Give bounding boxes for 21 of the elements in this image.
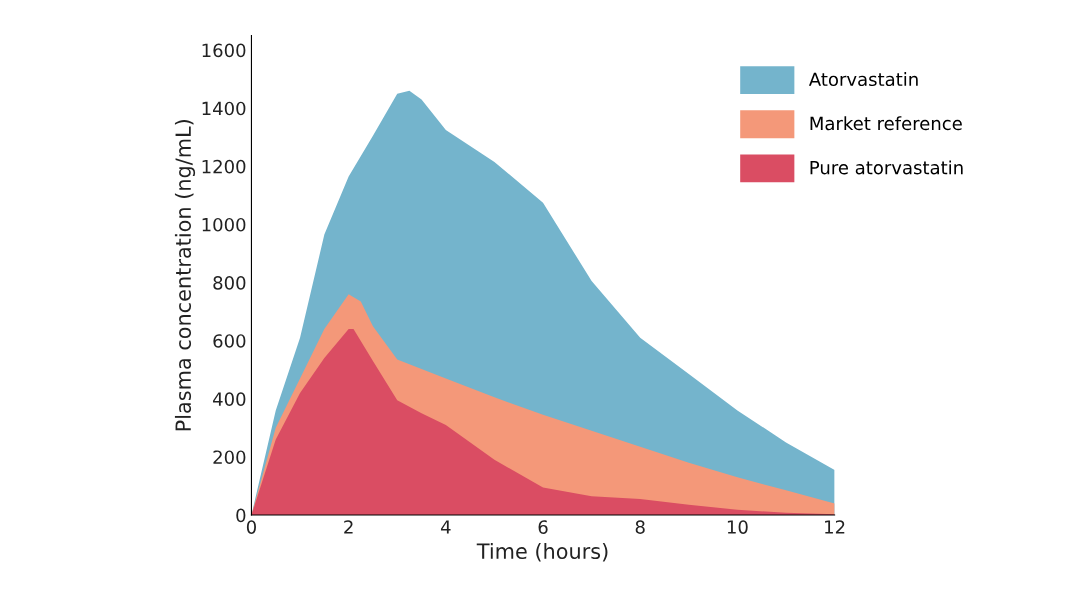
legend-label: Atorvastatin xyxy=(808,72,918,87)
legend-label: Market reference xyxy=(810,116,962,131)
y-axis-title: Plasma concentration (ng/mL) xyxy=(174,119,196,431)
x-tick-label: 4 xyxy=(440,520,451,534)
x-axis-title: Time (hours) xyxy=(476,542,608,562)
x-tick-label: 10 xyxy=(727,520,748,534)
y-tick-label: 1400 xyxy=(202,101,246,116)
y-tick-label: 1600 xyxy=(202,43,246,58)
y-tick-label: 1000 xyxy=(202,217,246,232)
y-tick-label: 800 xyxy=(213,276,246,290)
y-tick-label: 600 xyxy=(213,334,246,348)
x-tick-label: 8 xyxy=(635,520,645,534)
legend-label: Pure atorvastatin xyxy=(810,160,963,175)
x-tick-label: 0 xyxy=(246,520,256,534)
y-tick-label: 400 xyxy=(213,392,246,406)
y-tick-label: 1200 xyxy=(202,159,246,174)
y-tick-label: 0 xyxy=(236,508,246,523)
x-tick-label: 12 xyxy=(825,520,845,534)
x-tick-label: 6 xyxy=(538,520,548,534)
x-tick-label: 2 xyxy=(344,520,353,534)
y-tick-label: 200 xyxy=(213,450,246,465)
